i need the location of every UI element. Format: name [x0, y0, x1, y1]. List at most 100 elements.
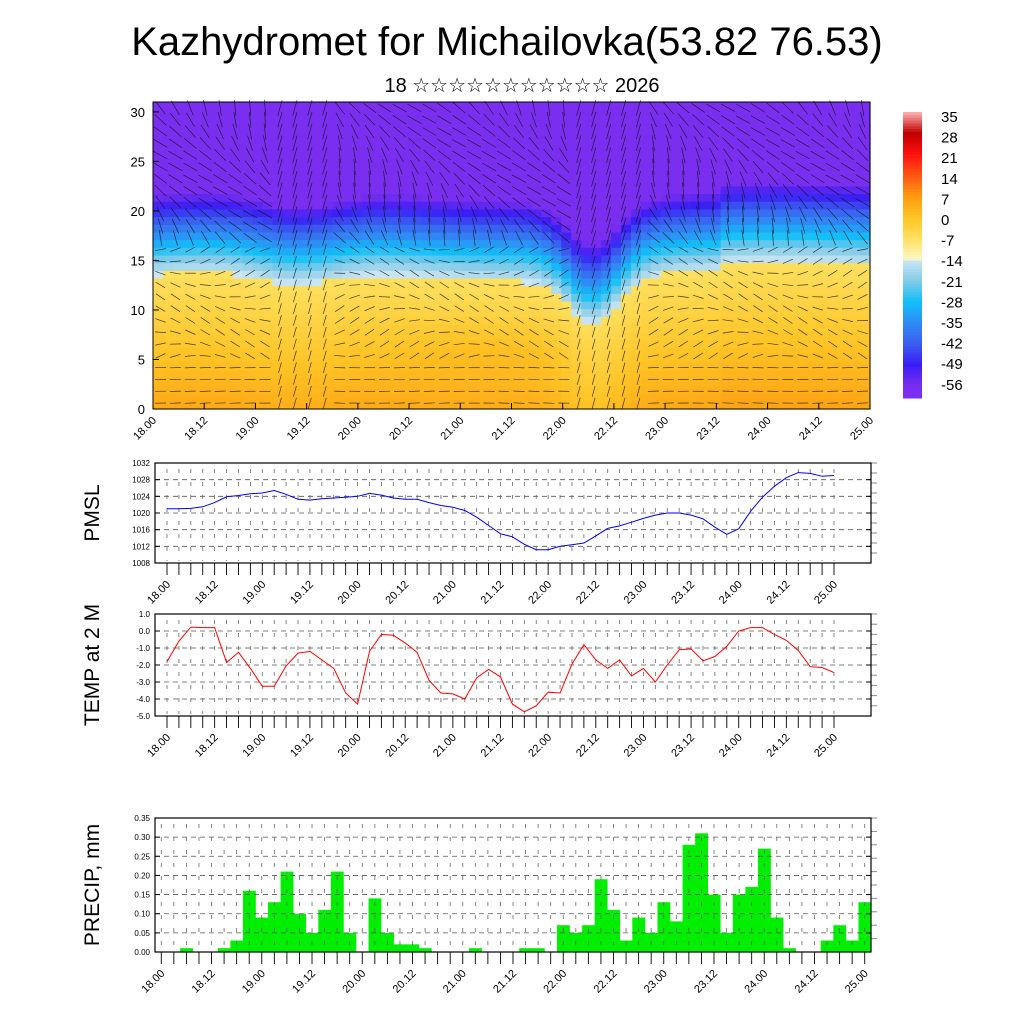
x-tick-label: 22.12 — [592, 968, 620, 996]
heatmap-cell — [840, 194, 851, 203]
wind-barb — [453, 342, 465, 346]
heatmap-cell — [292, 186, 303, 195]
wind-barb — [815, 229, 821, 246]
heatmap-cell — [172, 102, 184, 111]
heatmap-cell — [162, 370, 174, 379]
heatmap-cell — [441, 309, 453, 318]
heatmap-cell — [561, 148, 572, 157]
heatmap-cell — [541, 109, 552, 118]
wind-barb — [812, 306, 824, 311]
wind-barb — [591, 397, 596, 409]
wind-barb — [606, 111, 612, 128]
heatmap-cell — [421, 232, 433, 241]
heatmap-cell — [750, 393, 762, 402]
heatmap-cell — [501, 209, 513, 218]
heatmap-cell — [670, 286, 682, 295]
heatmap-cell — [770, 201, 781, 211]
heatmap-cell — [262, 370, 274, 379]
heatmap-cell — [631, 278, 642, 287]
heatmap-cell — [690, 186, 702, 195]
heatmap-cell — [382, 209, 393, 218]
heatmap-cell — [660, 125, 672, 134]
wind-barb — [560, 135, 568, 151]
heatmap-cell — [621, 385, 632, 395]
heatmap-cell — [451, 209, 463, 218]
heatmap-cell — [162, 240, 174, 249]
wind-barb — [484, 207, 494, 222]
heatmap-cell — [431, 125, 443, 134]
wind-barb — [277, 182, 283, 199]
heatmap-cell — [551, 339, 562, 349]
wind-barb — [827, 367, 839, 369]
wind-barb — [155, 353, 166, 359]
heatmap-cell — [182, 232, 194, 241]
heatmap-cell — [352, 293, 363, 303]
wind-barb — [783, 246, 793, 253]
heatmap-cell — [631, 171, 642, 180]
heatmap-cell — [830, 293, 841, 303]
wind-barb — [840, 174, 855, 183]
heatmap-cell — [491, 247, 503, 257]
heatmap-cell — [640, 240, 652, 249]
heatmap-cell — [860, 140, 871, 149]
heatmap-cell — [421, 102, 433, 111]
heatmap-cell — [660, 240, 672, 249]
heatmap-cell — [252, 201, 264, 211]
heatmap-cell — [481, 355, 493, 364]
wind-barb — [452, 161, 466, 173]
wind-barb — [693, 281, 704, 289]
heatmap-cell — [601, 362, 612, 372]
heatmap-cell — [790, 209, 801, 218]
heatmap-cell — [282, 270, 294, 280]
heatmap-cell — [322, 217, 333, 226]
heatmap-cell — [202, 324, 214, 333]
wind-barb — [155, 195, 166, 210]
heatmap-cell — [162, 255, 174, 264]
heatmap-cell — [860, 378, 871, 387]
heatmap-cell — [272, 163, 284, 172]
heatmap-cell — [362, 224, 373, 234]
colorbar-swatch — [903, 337, 922, 342]
wind-barb — [765, 127, 781, 136]
heatmap-cell — [850, 247, 861, 257]
y-tick-label: 0.10 — [134, 910, 150, 919]
colorbar-swatch — [903, 209, 922, 213]
heatmap-cell — [850, 155, 861, 164]
heatmap-cell — [820, 293, 831, 303]
wind-barb — [825, 185, 840, 196]
wind-barb — [782, 294, 794, 300]
heatmap-cell — [710, 385, 722, 395]
heatmap-cell — [810, 332, 821, 341]
heatmap-cell — [700, 270, 712, 280]
wind-barb — [662, 101, 674, 115]
heatmap-cell — [860, 148, 871, 157]
wind-barb — [408, 378, 420, 381]
wind-barb — [752, 271, 764, 275]
heatmap-cell — [342, 309, 353, 318]
wind-barb — [666, 135, 671, 152]
heatmap-cell — [372, 316, 383, 326]
heatmap-cell — [730, 355, 742, 364]
heatmap-cell — [700, 301, 712, 310]
heatmap-cell — [222, 355, 234, 364]
heatmap-cell — [531, 263, 542, 272]
wind-barb — [544, 269, 554, 277]
wind-barb — [244, 282, 256, 288]
wind-barb — [439, 352, 450, 359]
wind-barb — [349, 231, 361, 245]
heatmap-cell — [581, 385, 592, 395]
heatmap-cell — [252, 270, 264, 280]
heatmap-cell — [511, 270, 523, 280]
heatmap-cell — [810, 163, 821, 172]
heatmap-cell — [222, 117, 234, 126]
heatmap-cell — [840, 109, 851, 118]
heatmap-cell — [740, 370, 752, 379]
colorbar-swatch — [903, 200, 922, 205]
heatmap-cell — [411, 148, 423, 157]
heatmap-cell — [212, 355, 224, 364]
wind-barb — [739, 171, 747, 187]
heatmap-cell — [670, 263, 682, 272]
wind-barb — [198, 162, 213, 172]
heatmap-cell — [282, 309, 294, 318]
heatmap-cell — [650, 401, 662, 410]
